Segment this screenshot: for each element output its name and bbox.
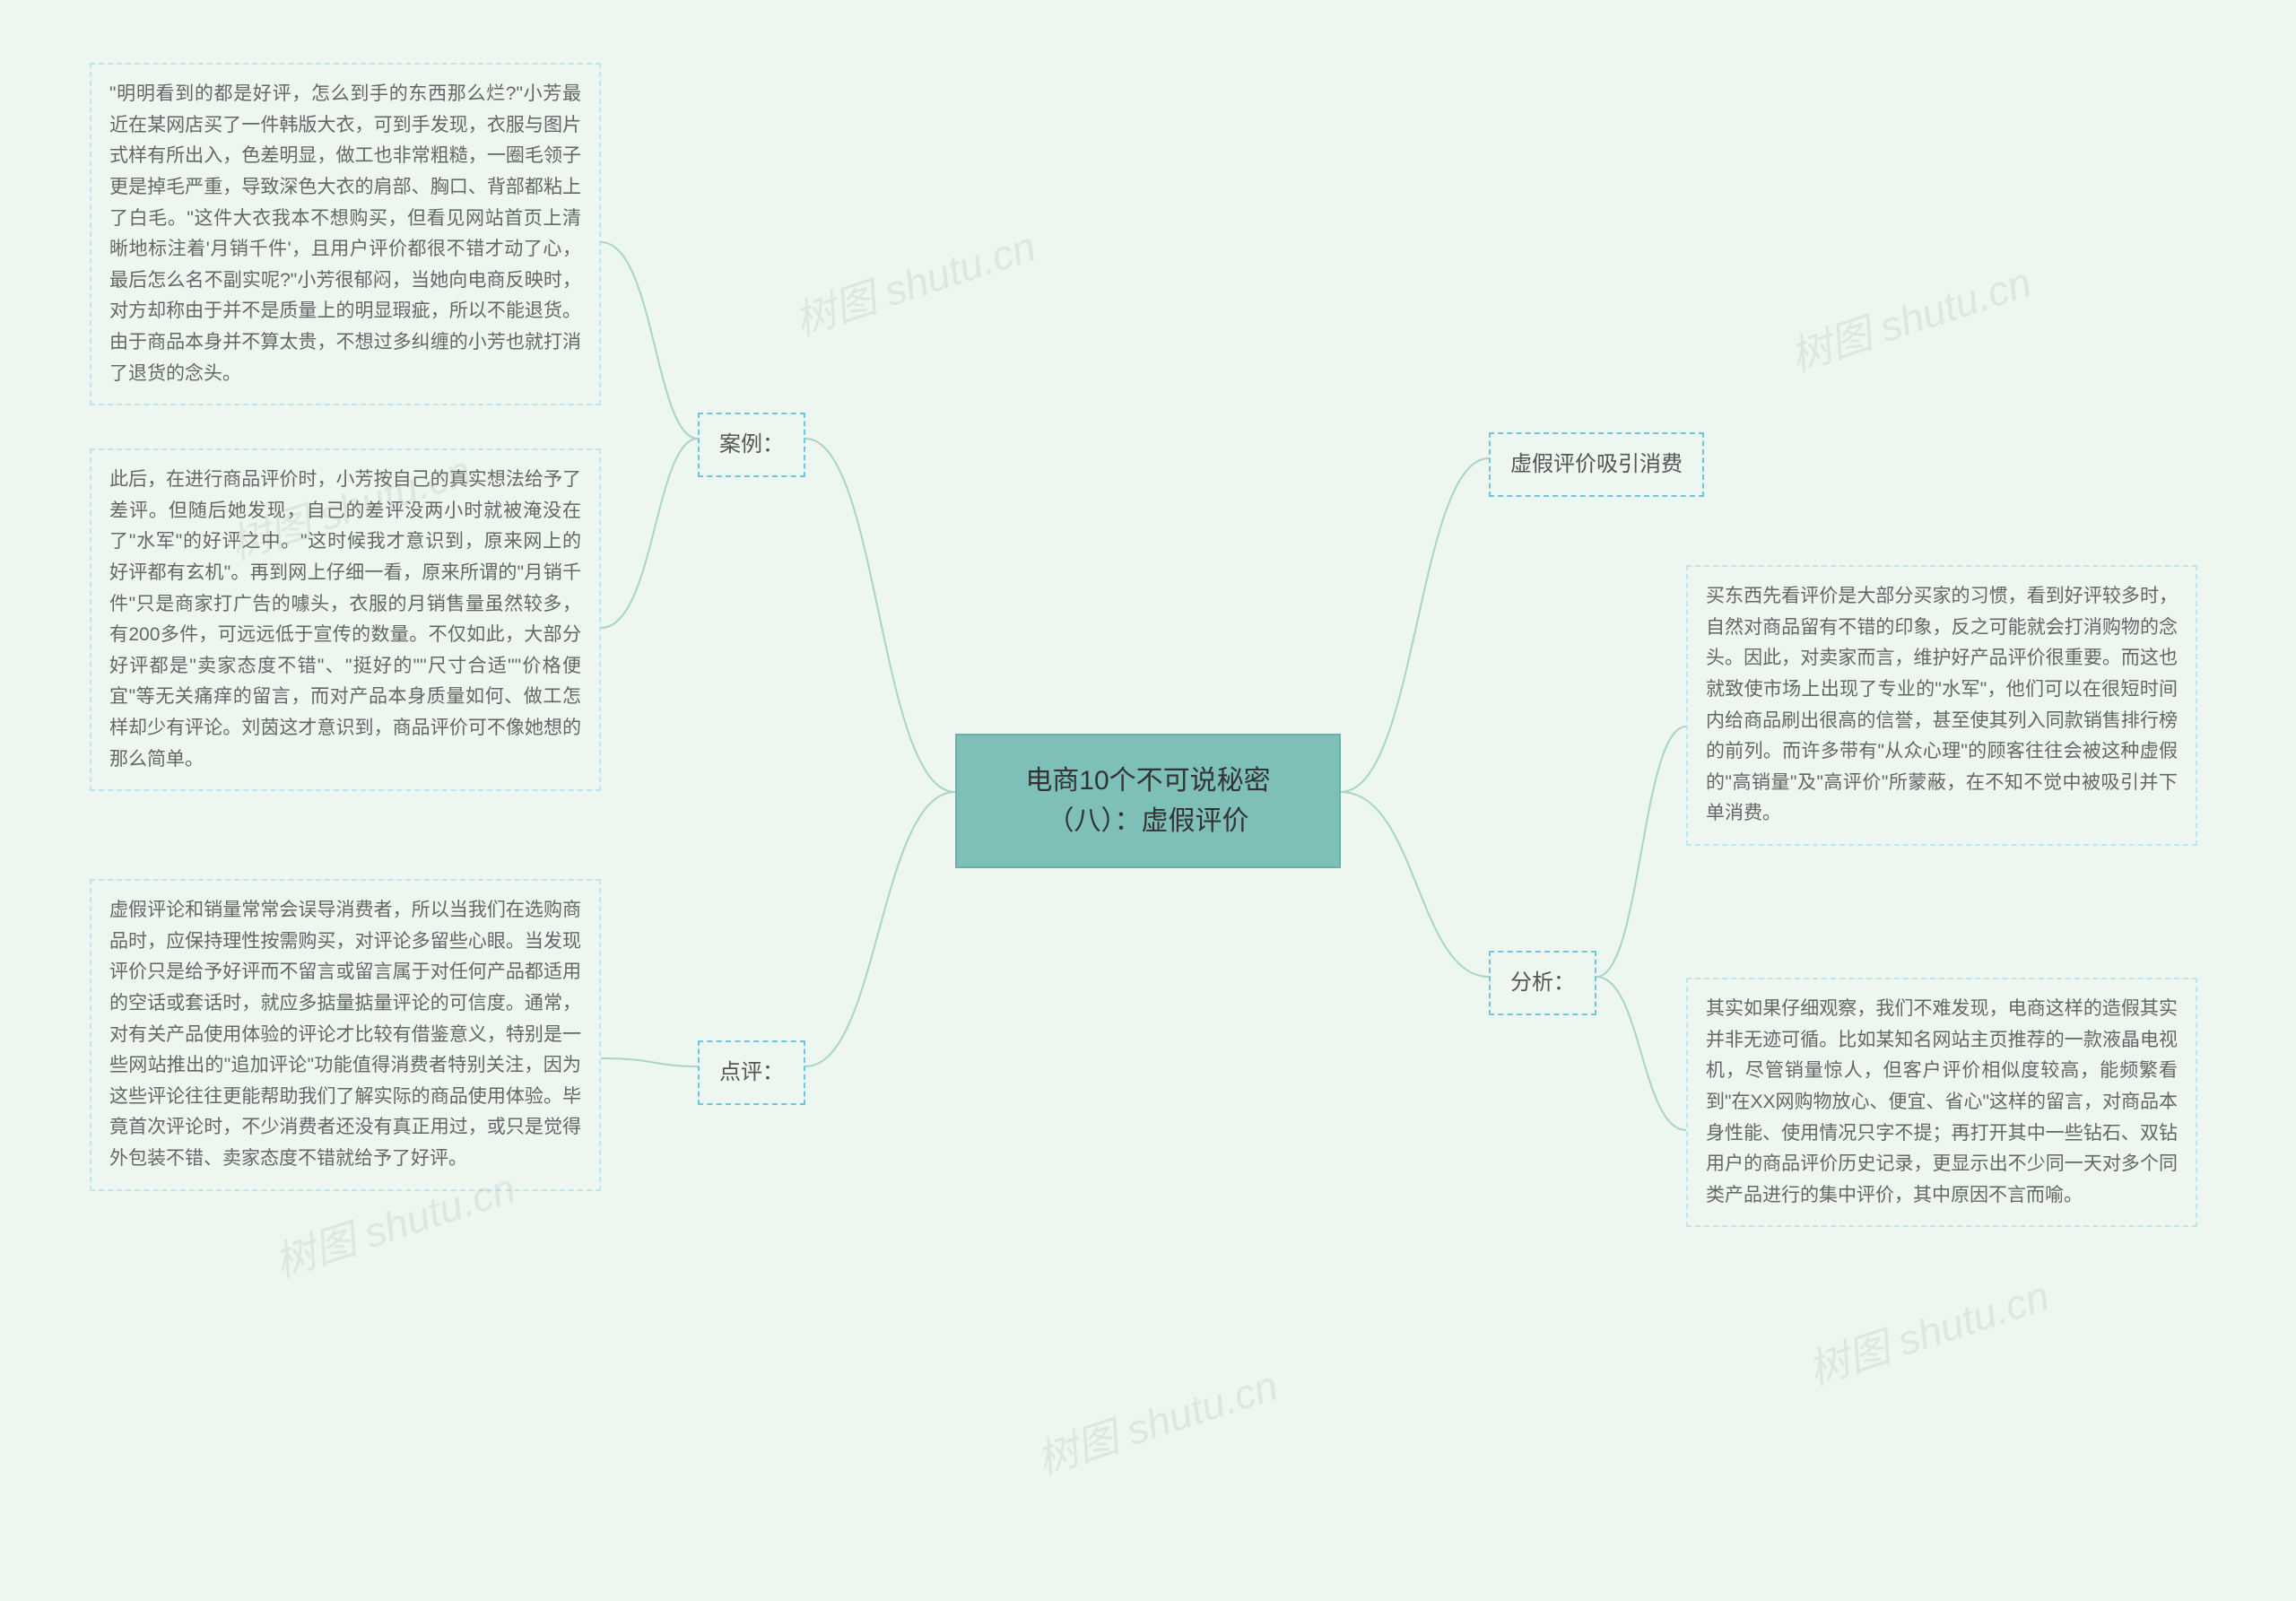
watermark: 树图 shutu.cn [1029,1353,1284,1487]
leaf-comment-1-text: 虚假评论和销量常常会误导消费者，所以当我们在选购商品时，应保持理性按需购买，对评… [109,900,581,1169]
branch-analysis: 分析： [1489,951,1596,1015]
leaf-case-2-text: 此后，在进行商品评价时，小芳按自己的真实想法给予了差评。但随后她发现，自己的差评… [109,469,581,770]
watermark: 树图 shutu.cn [1782,250,2038,384]
leaf-analysis-1: 买东西先看评价是大部分买家的习惯，看到好评较多时，自然对商品留有不错的印象，反之… [1686,565,2197,846]
branch-comment: 点评： [698,1040,805,1105]
branch-analysis-label: 分析： [1510,970,1575,995]
watermark: 树图 shutu.cn [1800,1264,2056,1397]
branch-comment-label: 点评： [719,1060,784,1084]
leaf-analysis-2: 其实如果仔细观察，我们不难发现，电商这样的造假其实并非无迹可循。比如某知名网站主… [1686,978,2197,1227]
branch-fake-review: 虚假评价吸引消费 [1489,432,1704,497]
leaf-case-2: 此后，在进行商品评价时，小芳按自己的真实想法给予了差评。但随后她发现，自己的差评… [90,448,601,791]
leaf-case-1: "明明看到的都是好评，怎么到手的东西那么烂?"小芳最近在某网店买了一件韩版大衣，… [90,63,601,405]
branch-fake-review-label: 虚假评价吸引消费 [1510,452,1683,476]
watermark: 树图 shutu.cn [787,214,1042,348]
leaf-analysis-2-text: 其实如果仔细观察，我们不难发现，电商这样的造假其实并非无迹可循。比如某知名网站主… [1706,998,2178,1205]
leaf-analysis-1-text: 买东西先看评价是大部分买家的习惯，看到好评较多时，自然对商品留有不错的印象，反之… [1706,586,2178,823]
branch-case: 案例： [698,413,805,477]
center-node: 电商10个不可说秘密（八）：虚假评价 [955,734,1341,868]
center-title: 电商10个不可说秘密（八）：虚假评价 [1025,766,1270,836]
leaf-case-1-text: "明明看到的都是好评，怎么到手的东西那么烂?"小芳最近在某网店买了一件韩版大衣，… [109,83,581,384]
leaf-comment-1: 虚假评论和销量常常会误导消费者，所以当我们在选购商品时，应保持理性按需购买，对评… [90,879,601,1191]
branch-case-label: 案例： [719,432,784,457]
